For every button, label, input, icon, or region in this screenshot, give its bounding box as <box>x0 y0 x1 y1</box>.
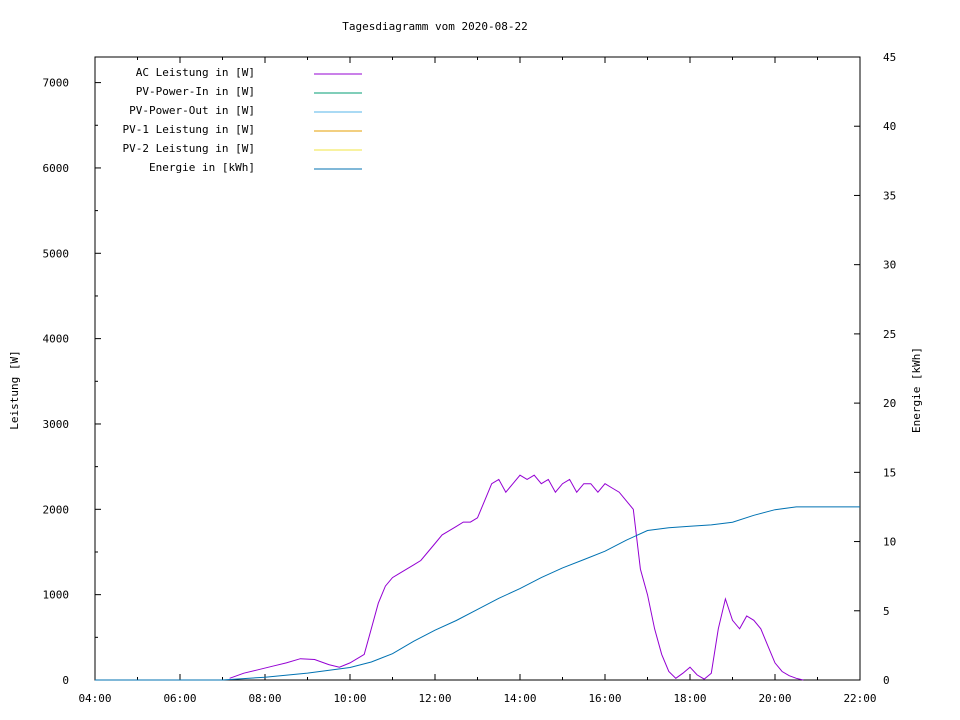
y2-tick-label: 20 <box>883 397 896 410</box>
legend-label: Energie in [kWh] <box>149 161 255 174</box>
legend-label: PV-1 Leistung in [W] <box>123 123 255 136</box>
x-tick-label: 04:00 <box>78 692 111 705</box>
x-tick-label: 12:00 <box>418 692 451 705</box>
y-tick-label: 5000 <box>43 247 70 260</box>
y-tick-label: 6000 <box>43 162 70 175</box>
y2-tick-label: 10 <box>883 536 896 549</box>
legend-label: PV-Power-In in [W] <box>136 85 255 98</box>
x-tick-label: 16:00 <box>588 692 621 705</box>
y2-tick-label: 15 <box>883 466 896 479</box>
x-tick-label: 10:00 <box>333 692 366 705</box>
y2-axis-label: Energie [kWh] <box>910 347 923 433</box>
y-tick-label: 1000 <box>43 589 70 602</box>
legend-label: PV-2 Leistung in [W] <box>123 142 255 155</box>
y2-tick-label: 30 <box>883 259 896 272</box>
x-tick-label: 20:00 <box>758 692 791 705</box>
series-lines <box>95 474 860 681</box>
x-tick-label: 22:00 <box>843 692 876 705</box>
chart-title: Tagesdiagramm vom 2020-08-22 <box>342 20 527 33</box>
series-line-5 <box>95 506 860 681</box>
y-tick-label: 7000 <box>43 77 70 90</box>
legend: AC Leistung in [W] PV-Power-In in [W] PV-P… <box>123 66 362 174</box>
y2-tick-label: 0 <box>883 674 890 687</box>
axis-ticks <box>94 56 861 681</box>
tick-labels: 04:00 06:00 08:00 10:00 12:00 14:00 16:00 18:00… <box>43 51 897 705</box>
x-tick-label: 14:00 <box>503 692 536 705</box>
y2-tick-label: 5 <box>883 605 890 618</box>
legend-label: PV-Power-Out in [W] <box>129 104 255 117</box>
y-tick-label: 3000 <box>43 418 70 431</box>
series-line-0 <box>229 474 804 681</box>
y2-tick-label: 35 <box>883 189 896 202</box>
y-tick-label: 0 <box>62 674 69 687</box>
y-axis-label: Leistung [W] <box>8 350 21 429</box>
y-tick-label: 2000 <box>43 503 70 516</box>
legend-label: AC Leistung in [W] <box>136 66 255 79</box>
y2-tick-label: 25 <box>883 328 896 341</box>
y2-tick-label: 40 <box>883 120 896 133</box>
x-tick-label: 08:00 <box>248 692 281 705</box>
y-tick-label: 4000 <box>43 333 70 346</box>
x-tick-label: 18:00 <box>673 692 706 705</box>
y2-tick-label: 45 <box>883 51 896 64</box>
x-tick-label: 06:00 <box>163 692 196 705</box>
